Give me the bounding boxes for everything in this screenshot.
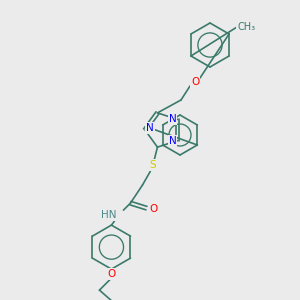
Text: N: N — [169, 136, 176, 146]
Text: HN: HN — [101, 210, 116, 220]
Text: N: N — [169, 114, 176, 124]
Text: O: O — [191, 77, 199, 87]
Text: O: O — [149, 204, 158, 214]
Text: CH₃: CH₃ — [237, 22, 255, 32]
Text: N: N — [146, 123, 154, 133]
Text: S: S — [149, 160, 156, 170]
Text: O: O — [107, 269, 116, 279]
